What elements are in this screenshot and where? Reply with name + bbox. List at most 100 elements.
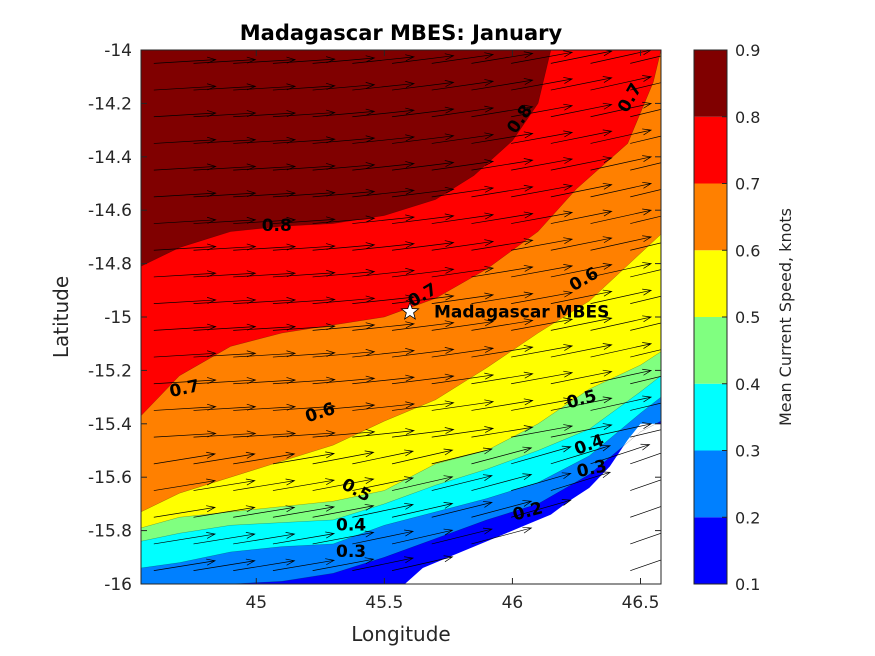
vector-arrow bbox=[431, 346, 495, 358]
y-tick-label: -14.8 bbox=[88, 255, 132, 275]
vector-arrow bbox=[550, 182, 613, 198]
vector-arrow bbox=[312, 295, 376, 304]
vector-arrow bbox=[550, 423, 613, 438]
vector-arrow bbox=[511, 50, 574, 64]
vector-arrow bbox=[590, 262, 653, 278]
vector-arrow bbox=[471, 211, 534, 224]
vector-arrow bbox=[550, 129, 613, 144]
vector-arrow bbox=[590, 181, 653, 198]
vector-arrow bbox=[630, 376, 661, 385]
vector-arrow bbox=[550, 369, 613, 385]
colorbar-segment bbox=[694, 50, 727, 117]
vector-arrow bbox=[471, 318, 534, 331]
vector-arrow bbox=[391, 293, 455, 304]
vector-arrow bbox=[630, 559, 661, 571]
vector-arrow bbox=[471, 264, 534, 278]
vector-arrow bbox=[352, 54, 416, 64]
vector-arrow bbox=[272, 531, 336, 545]
vector-arrow bbox=[511, 317, 574, 331]
vector-arrow bbox=[431, 132, 495, 144]
vector-arrow bbox=[590, 128, 653, 144]
vector-arrow bbox=[550, 263, 613, 278]
vector-arrow bbox=[630, 82, 661, 91]
contour-bands bbox=[141, 50, 661, 584]
vector-arrow bbox=[511, 472, 572, 491]
vector-arrow bbox=[193, 532, 256, 545]
vector-arrow bbox=[590, 342, 653, 358]
vector-arrow bbox=[352, 428, 416, 438]
vector-arrow bbox=[511, 77, 574, 91]
plot-area bbox=[141, 50, 661, 584]
vector-arrow bbox=[511, 264, 574, 278]
vector-arrow bbox=[153, 478, 217, 491]
vector-arrow bbox=[193, 451, 256, 465]
vector-arrow bbox=[431, 447, 493, 465]
vector-arrow bbox=[391, 373, 455, 385]
vector-arrow bbox=[471, 131, 534, 144]
vector-arrow bbox=[630, 162, 661, 171]
vector-arrow bbox=[590, 395, 653, 411]
vector-arrow bbox=[352, 502, 415, 518]
colorbar-segment bbox=[694, 116, 727, 184]
vector-arrow bbox=[431, 474, 493, 491]
vector-arrow bbox=[352, 374, 416, 385]
vector-arrow bbox=[550, 343, 613, 358]
vector-arrow bbox=[312, 82, 376, 91]
vector-arrow bbox=[312, 402, 376, 411]
vector-arrow bbox=[352, 321, 416, 331]
vector-arrow bbox=[391, 448, 454, 465]
x-axis-label: Longitude bbox=[351, 622, 450, 646]
vector-arrow bbox=[312, 268, 376, 278]
vector-arrow bbox=[391, 320, 455, 331]
vector-arrow bbox=[630, 269, 661, 278]
colorbar-tick-label: 0.9 bbox=[735, 41, 760, 60]
vector-arrow bbox=[193, 505, 256, 518]
vector-arrow bbox=[431, 212, 495, 224]
vector-arrow bbox=[511, 397, 574, 411]
site-label: Madagascar MBES bbox=[434, 303, 609, 323]
vector-arrow bbox=[590, 315, 653, 331]
vector-arrow bbox=[550, 102, 613, 118]
vector-arrow bbox=[590, 422, 653, 438]
vector-arrow bbox=[471, 158, 534, 171]
vector-arrow bbox=[550, 209, 613, 224]
vector-arrow bbox=[352, 161, 416, 171]
vector-arrow bbox=[550, 316, 613, 331]
vector-arrow bbox=[391, 106, 455, 118]
vector-arrow bbox=[471, 425, 534, 438]
y-tick-label: -15.8 bbox=[88, 522, 132, 542]
vector-arrow bbox=[391, 555, 454, 571]
vector-arrow bbox=[352, 107, 416, 118]
vector-arrow bbox=[590, 235, 653, 251]
vector-arrow bbox=[550, 76, 613, 91]
colorbar-tick-label: 0.4 bbox=[735, 375, 760, 394]
vector-arrow bbox=[431, 185, 495, 198]
vector-arrow bbox=[431, 52, 495, 64]
chart-title: Madagascar MBES: January bbox=[240, 21, 563, 45]
land-area bbox=[404, 423, 661, 584]
vector-arrow bbox=[590, 368, 653, 385]
vector-arrow bbox=[312, 349, 376, 358]
vector-arrow bbox=[431, 79, 495, 91]
vector-arrow bbox=[431, 399, 495, 411]
vector-arrow bbox=[391, 427, 455, 438]
vector-arrow bbox=[431, 239, 495, 251]
contour-lines bbox=[141, 50, 661, 584]
vector-arrow bbox=[471, 78, 534, 91]
vector-arrow bbox=[550, 156, 613, 171]
vector-arrow bbox=[312, 215, 376, 224]
vector-arrow bbox=[471, 291, 534, 304]
y-tick-label: -14.6 bbox=[88, 201, 132, 221]
vector-arrow bbox=[391, 528, 454, 545]
vector-arrow bbox=[391, 53, 455, 64]
vector-arrow bbox=[352, 214, 416, 224]
vector-arrow bbox=[391, 475, 454, 491]
vector-arrow bbox=[391, 400, 455, 411]
contour-label: 0.3 bbox=[336, 542, 366, 562]
vector-arrow bbox=[391, 347, 455, 358]
site-marker: Madagascar MBES bbox=[400, 301, 609, 323]
vector-arrow bbox=[630, 242, 661, 251]
vector-arrow bbox=[431, 105, 495, 118]
colorbar-segment bbox=[694, 450, 727, 518]
